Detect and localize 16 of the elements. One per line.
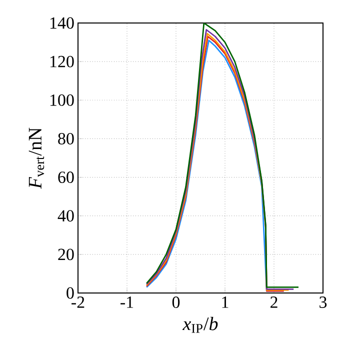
y-tick-label: 60 xyxy=(58,172,74,184)
x-tick-label: 0 xyxy=(172,296,180,308)
y-tick-label: 0 xyxy=(66,287,74,299)
y-tick-label: 80 xyxy=(58,132,74,144)
x-tick-label: 2 xyxy=(270,296,278,308)
y-tick-label: 140 xyxy=(50,17,74,29)
y-tick-label: 100 xyxy=(50,94,74,106)
x-tick-label: 3 xyxy=(320,296,327,308)
x-tick-label: -1 xyxy=(120,296,134,308)
y-tick-label: 120 xyxy=(50,56,74,68)
y-tick-label: 20 xyxy=(58,248,74,260)
x-tick-label: -2 xyxy=(72,296,84,308)
x-tick-label: 1 xyxy=(222,296,228,308)
x-axis-title: x$_{IP}$/b xyxy=(182,316,218,333)
y-axis-title: F$_{vert}$/nN xyxy=(28,128,44,189)
y-tick-label: 40 xyxy=(58,210,74,222)
